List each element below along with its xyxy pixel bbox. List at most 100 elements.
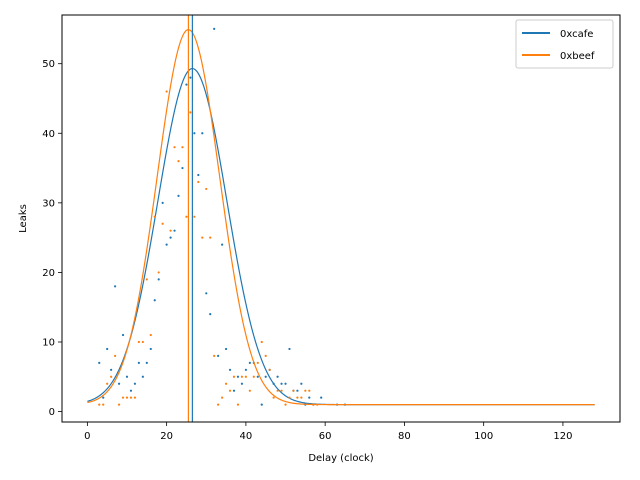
point-0xbeef	[280, 389, 283, 392]
point-0xbeef	[213, 354, 216, 358]
point-0xbeef	[205, 187, 208, 191]
point-0xcafe	[149, 347, 152, 351]
point-0xbeef	[304, 389, 307, 392]
point-0xcafe	[256, 375, 259, 378]
point-0xcafe	[288, 347, 291, 351]
point-0xbeef	[106, 382, 109, 385]
point-0xcafe	[161, 201, 164, 204]
x-tick-label: 80	[398, 431, 411, 442]
point-0xbeef	[185, 215, 188, 218]
point-0xcafe	[110, 368, 113, 371]
point-0xcafe	[153, 299, 156, 302]
point-0xbeef	[177, 160, 180, 163]
plot-area	[87, 15, 595, 422]
point-0xbeef	[236, 403, 240, 406]
point-0xcafe	[248, 361, 251, 364]
y-axis-label: Leaks	[18, 204, 29, 233]
point-0xcafe	[114, 285, 117, 288]
point-0xcafe	[221, 243, 224, 246]
point-0xbeef	[121, 396, 125, 399]
x-tick-label: 40	[240, 431, 253, 442]
point-0xcafe	[125, 375, 129, 378]
point-0xcafe	[102, 396, 105, 399]
point-0xbeef	[129, 396, 133, 399]
point-0xcafe	[300, 382, 303, 385]
legend-label-0xcafe: 0xcafe	[560, 29, 593, 40]
point-0xbeef	[181, 146, 184, 149]
point-0xcafe	[189, 76, 192, 79]
point-0xcafe	[98, 361, 101, 364]
point-0xbeef	[169, 229, 172, 232]
point-0xcafe	[121, 333, 125, 337]
point-0xbeef	[193, 215, 196, 218]
point-0xcafe	[224, 347, 228, 351]
point-0xcafe	[106, 347, 109, 351]
point-0xbeef	[260, 340, 263, 344]
point-0xbeef	[117, 403, 121, 406]
point-0xbeef	[256, 361, 259, 364]
point-0xbeef	[264, 354, 267, 358]
point-0xcafe	[141, 375, 144, 378]
point-0xbeef	[157, 271, 160, 274]
point-0xcafe	[201, 132, 204, 135]
point-0xbeef	[300, 396, 303, 399]
point-0xcafe	[165, 243, 168, 246]
point-0xcafe	[205, 292, 208, 295]
point-0xbeef	[284, 403, 287, 406]
point-0xbeef	[125, 396, 129, 399]
x-axis: 0 20 40 60 80 100 120	[84, 422, 572, 442]
point-0xbeef	[102, 403, 105, 406]
point-0xbeef	[240, 375, 244, 378]
point-0xbeef	[145, 278, 148, 281]
point-0xcafe	[145, 361, 148, 364]
point-0xbeef	[137, 340, 140, 344]
point-0xcafe	[276, 375, 279, 378]
point-0xbeef	[276, 389, 279, 392]
point-0xcafe	[129, 389, 133, 392]
fit-curve-0xbeef	[87, 28, 595, 406]
point-0xbeef	[228, 389, 232, 392]
point-0xcafe	[217, 354, 220, 358]
x-tick-label: 120	[553, 431, 572, 442]
x-tick-label: 20	[160, 431, 173, 442]
point-0xcafe	[308, 396, 311, 399]
point-0xbeef	[189, 111, 192, 114]
point-0xbeef	[248, 389, 251, 392]
point-0xcafe	[173, 229, 176, 232]
point-0xcafe	[157, 278, 160, 281]
point-0xbeef	[288, 396, 291, 399]
point-0xbeef	[161, 222, 164, 225]
y-axis: 0 10 20 30 40 50	[42, 59, 62, 418]
point-0xcafe	[320, 396, 323, 399]
point-0xcafe	[169, 236, 172, 239]
point-0xbeef	[308, 389, 311, 392]
x-tick-label: 60	[319, 431, 332, 442]
point-0xbeef	[197, 180, 200, 184]
point-0xcafe	[284, 382, 287, 385]
point-0xbeef	[272, 396, 275, 399]
x-axis-label: Delay (clock)	[308, 453, 373, 464]
point-0xbeef	[232, 375, 236, 378]
point-0xbeef	[209, 236, 212, 239]
point-0xcafe	[209, 313, 212, 316]
point-0xcafe	[280, 382, 283, 385]
point-0xbeef	[296, 396, 299, 399]
y-tick-label: 0	[49, 407, 55, 418]
point-0xcafe	[244, 368, 247, 371]
point-0xcafe	[181, 166, 184, 170]
point-0xcafe	[213, 27, 216, 31]
point-0xbeef	[224, 382, 228, 385]
point-0xbeef	[292, 389, 295, 392]
point-0xcafe	[133, 382, 137, 385]
point-0xbeef	[110, 375, 113, 378]
point-0xcafe	[193, 132, 196, 135]
point-0xbeef	[98, 403, 101, 406]
point-0xbeef	[149, 333, 152, 337]
y-tick-label: 20	[42, 268, 55, 279]
y-tick-label: 50	[42, 59, 55, 70]
point-0xbeef	[252, 375, 255, 378]
y-tick-label: 30	[42, 198, 55, 209]
x-tick-label: 0	[84, 431, 90, 442]
point-0xbeef	[244, 375, 247, 378]
